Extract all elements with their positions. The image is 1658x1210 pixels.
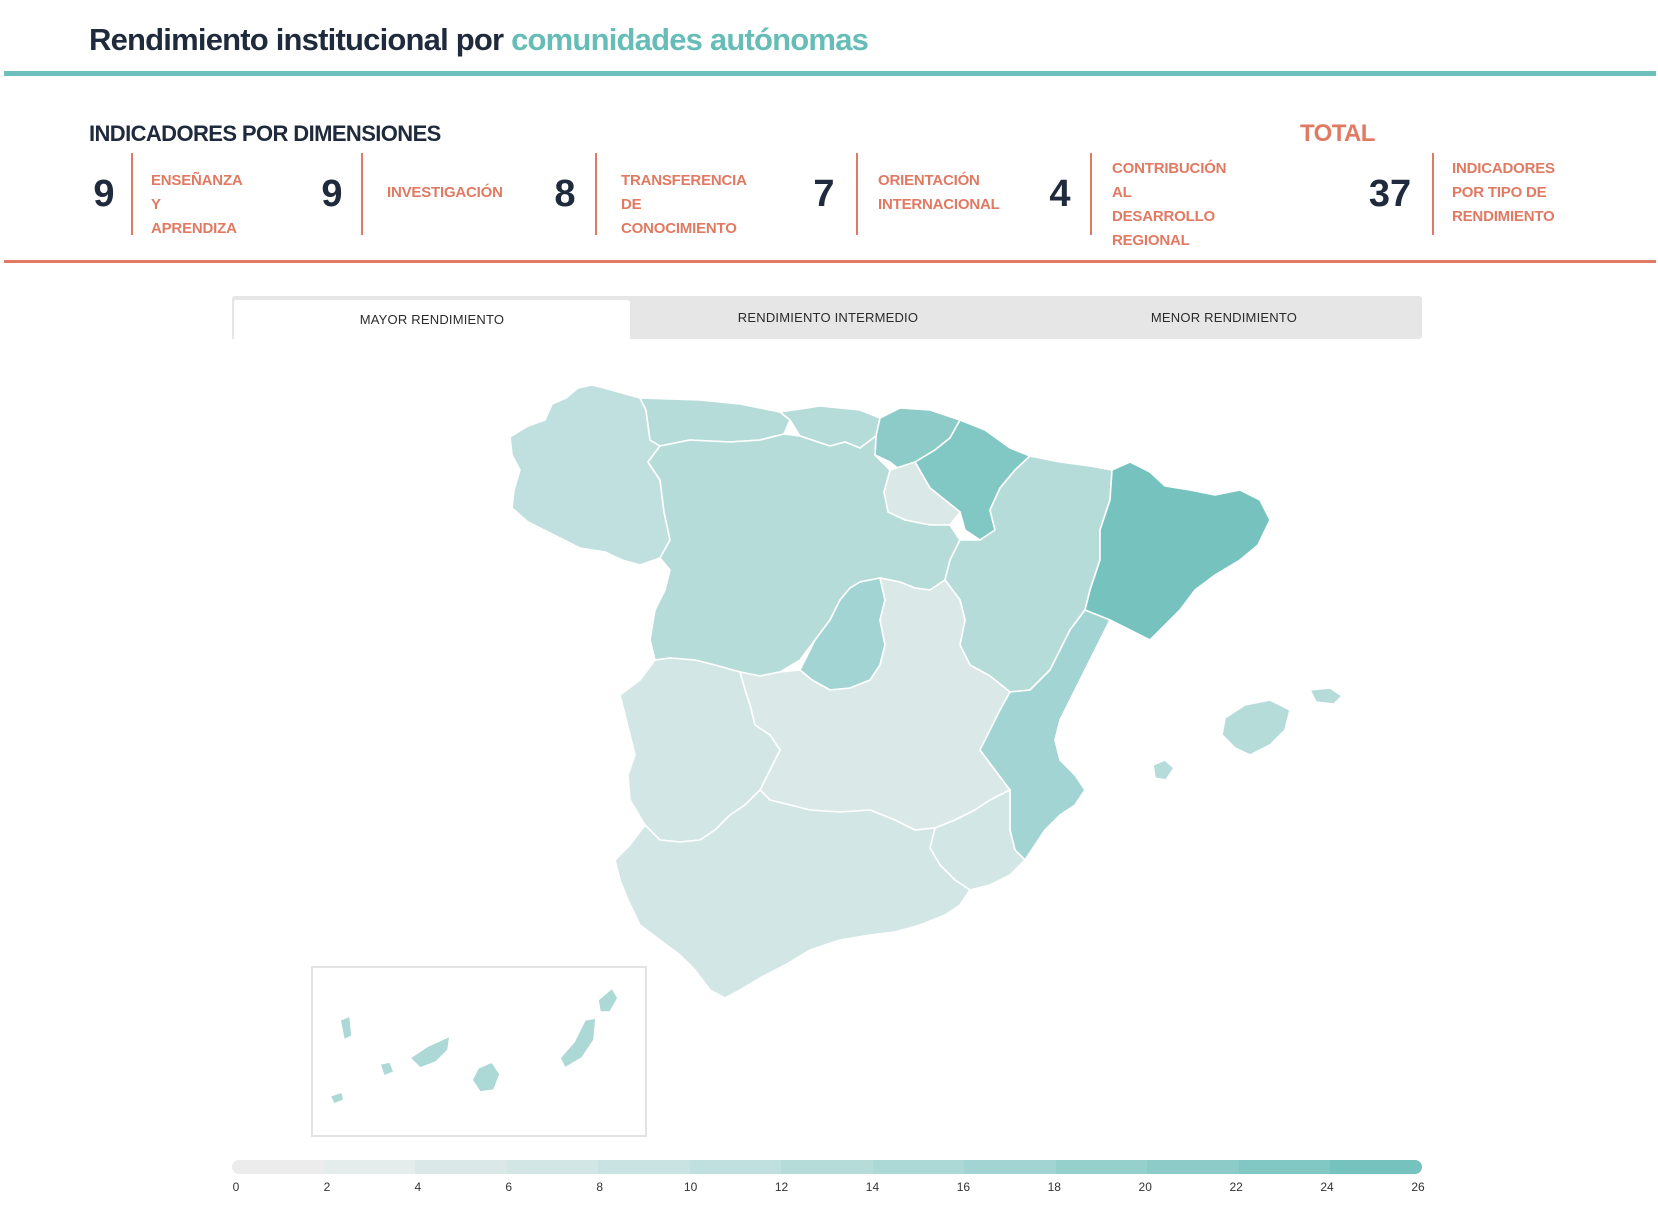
legend-segment <box>872 1160 965 1174</box>
dimension-label: TRANSFERENCIA DE CONOCIMIENTO <box>621 172 747 237</box>
dimension-value: 9 <box>93 173 115 215</box>
legend-tick-label: 26 <box>1411 1180 1425 1194</box>
region-canarias-lanzarote[interactable] <box>597 987 619 1013</box>
legend-tick-label: 6 <box>505 1180 513 1194</box>
dimensions-heading: INDICADORES POR DIMENSIONES <box>89 121 441 146</box>
region-baleares-menorca[interactable] <box>1309 687 1343 705</box>
tab-mayor-rendimiento[interactable]: MAYOR RENDIMIENTO <box>232 298 630 339</box>
region-canarias-la-palma[interactable] <box>339 1015 353 1041</box>
region-baleares-mallorca[interactable] <box>1221 699 1291 756</box>
legend-segment <box>689 1160 782 1174</box>
performance-tabs: MAYOR RENDIMIENTO RENDIMIENTO INTERMEDIO… <box>232 296 1422 339</box>
dimension-divider <box>856 153 858 235</box>
title-accent: comunidades autónomas <box>511 22 869 57</box>
total-divider <box>1432 153 1434 235</box>
region-canarias-gran-canaria[interactable] <box>471 1061 501 1093</box>
legend-tick-label: 14 <box>865 1180 880 1194</box>
total-value: 37 <box>1368 173 1412 215</box>
region-cataluna[interactable] <box>1084 461 1271 641</box>
dimension-label: ENSEÑANZA Y APRENDIZA <box>151 172 242 237</box>
legend-segment <box>781 1160 873 1174</box>
legend-segment <box>1330 1160 1422 1174</box>
total-label: INDICADORES POR TIPO DE RENDIMIENTO <box>1452 160 1555 225</box>
region-canarias-fuerteventura[interactable] <box>559 1017 597 1069</box>
page-title: Rendimiento institucional por comunidade… <box>89 22 869 58</box>
legend-segment <box>1055 1160 1148 1174</box>
dimension-value: 4 <box>1049 173 1071 215</box>
legend-tick-label: 4 <box>414 1180 422 1194</box>
canary-islands-inset-frame <box>311 966 647 1137</box>
legend-tick-label: 12 <box>774 1180 789 1194</box>
title-main: Rendimiento institucional por <box>89 22 504 57</box>
dimensions-divider <box>4 260 1656 263</box>
dimension-label: ORIENTACIÓN INTERNACIONAL <box>878 172 1000 213</box>
legend-tick-label: 24 <box>1320 1180 1334 1194</box>
dimension-divider <box>131 153 133 235</box>
legend-tick-label: 18 <box>1047 1180 1061 1194</box>
tab-menor-rendimiento[interactable]: MENOR RENDIMIENTO <box>1150 310 1298 325</box>
region-comunidad-valenciana[interactable] <box>979 609 1111 861</box>
dimension-label: CONTRIBUCIÓN AL DESARROLLO REGIONAL <box>1112 160 1227 249</box>
region-canarias-hierro[interactable] <box>329 1091 345 1105</box>
legend-segment <box>323 1160 416 1174</box>
title-divider <box>4 71 1656 76</box>
dimension-divider <box>361 153 363 235</box>
dimension-value: 9 <box>321 173 343 215</box>
legend-tick-label: 20 <box>1138 1180 1152 1194</box>
legend-tick-label: 10 <box>683 1180 698 1194</box>
legend-segment <box>232 1160 324 1174</box>
legend-segment <box>598 1160 690 1174</box>
dimension-divider <box>1090 153 1092 235</box>
region-baleares-ibiza[interactable] <box>1152 759 1175 781</box>
legend-tick-label: 22 <box>1229 1180 1243 1194</box>
legend-segment <box>1147 1160 1239 1174</box>
legend-segment <box>1238 1160 1331 1174</box>
dimension-divider <box>595 153 597 235</box>
legend-tick-label: 8 <box>596 1180 604 1194</box>
legend-tick-label: 0 <box>232 1180 240 1194</box>
legend-tick-label: 2 <box>323 1180 331 1194</box>
region-andalucia[interactable] <box>614 789 971 999</box>
legend-segment <box>964 1160 1056 1174</box>
color-scale-legend <box>232 1160 1422 1174</box>
legend-segment <box>415 1160 507 1174</box>
legend-segment <box>506 1160 599 1174</box>
region-canarias-tenerife[interactable] <box>409 1035 451 1069</box>
tab-rendimiento-intermedio[interactable]: RENDIMIENTO INTERMEDIO <box>737 310 919 325</box>
legend-tick-label: 16 <box>956 1180 971 1194</box>
dimension-value: 8 <box>554 173 576 215</box>
dimension-value: 7 <box>813 173 835 215</box>
dimension-label: INVESTIGACIÓN <box>387 184 503 201</box>
region-canarias-gomera[interactable] <box>379 1061 395 1077</box>
